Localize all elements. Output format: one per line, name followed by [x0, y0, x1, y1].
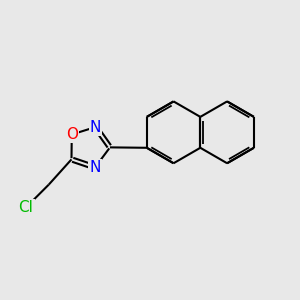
Text: N: N [90, 119, 101, 134]
Text: O: O [66, 127, 78, 142]
Text: Cl: Cl [19, 200, 33, 215]
Text: N: N [89, 160, 101, 175]
